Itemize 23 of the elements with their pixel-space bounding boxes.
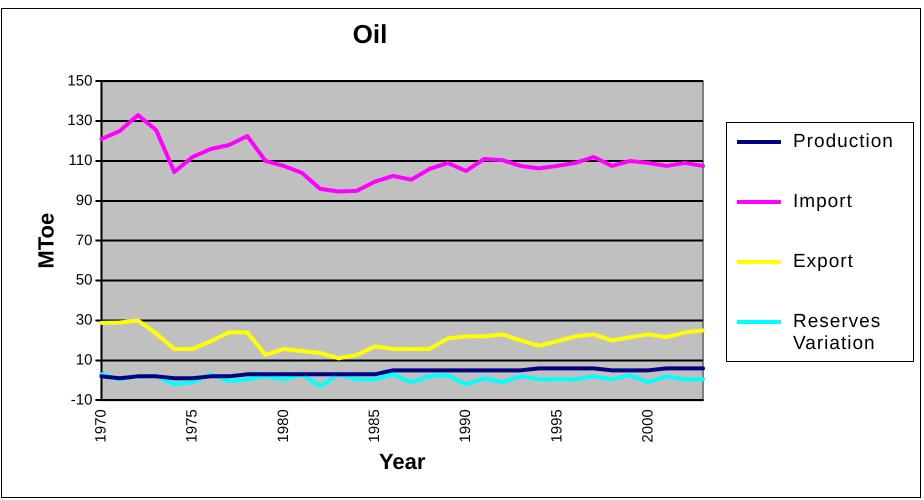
chart-title: Oil [352,18,388,49]
x-tick-label: 1975 [184,409,201,443]
x-axis-title: Year [378,448,426,474]
x-tick-label: 1990 [457,409,474,443]
y-tick-label: 30 [76,312,92,329]
y-tick-label: 90 [76,192,92,209]
y-tick-label: 50 [76,272,92,289]
legend-label: Export [793,251,854,273]
y-axis-title: MToe [33,212,58,269]
x-tick-label: 1970 [92,409,110,443]
x-tick-label: 1985 [366,409,384,443]
legend-label: Import [793,191,853,213]
y-tick-label: 70 [76,232,92,249]
y-tick-label: 130 [67,112,92,130]
y-tick-label: 110 [68,152,92,170]
x-tick-label: 1980 [274,409,292,443]
y-tick-label: 10 [76,351,92,368]
y-tick-label: 150 [67,72,92,90]
legend-label: Reserves Variation [793,311,882,355]
legend-label: Production [793,131,894,153]
y-tick-label: -10 [70,391,92,408]
x-tick-label: 2000 [639,409,656,443]
x-tick-label: 1995 [548,409,566,443]
